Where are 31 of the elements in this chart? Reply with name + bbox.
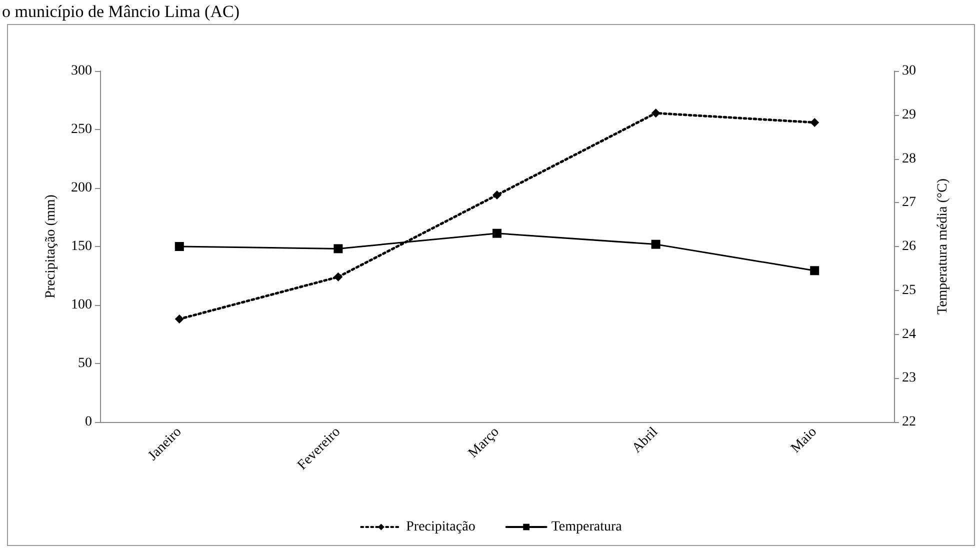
y2-tick-label: 25: [902, 282, 916, 298]
chart-title: o município de Mâncio Lima (AC): [2, 2, 240, 22]
point: [174, 314, 184, 324]
y-tick-label: 250: [71, 122, 92, 137]
point: [651, 240, 660, 249]
point: [492, 190, 502, 200]
y-tick-label: 200: [71, 180, 92, 196]
y2-tick-label: 29: [902, 107, 916, 122]
point: [174, 242, 184, 251]
y2-tick-label: 22: [902, 414, 916, 430]
y-tick-label: 300: [71, 64, 92, 78]
point: [492, 228, 502, 238]
point: [810, 266, 820, 276]
y2-tick-label: 27: [902, 195, 916, 210]
y2-tick-label: 28: [902, 151, 916, 166]
y2-tick-label: 23: [902, 370, 916, 386]
point: [810, 118, 820, 127]
y-tick-label: 100: [71, 298, 92, 312]
point: [334, 244, 343, 254]
y2-axis-title: Temperatura média (°C): [936, 178, 950, 315]
point: [651, 108, 660, 118]
legend-label: Precipitação: [406, 520, 476, 534]
legend-label: Temperatura: [551, 520, 623, 534]
y-tick-label: 0: [85, 414, 92, 430]
y2-tick-label: 30: [902, 64, 916, 78]
y-tick-label: 50: [78, 356, 92, 371]
point: [334, 272, 343, 282]
y-axis-title: Precipitação (mm): [44, 194, 58, 298]
y2-tick-label: 26: [902, 239, 916, 254]
y-tick-label: 150: [71, 239, 92, 254]
y2-tick-label: 24: [902, 326, 916, 342]
